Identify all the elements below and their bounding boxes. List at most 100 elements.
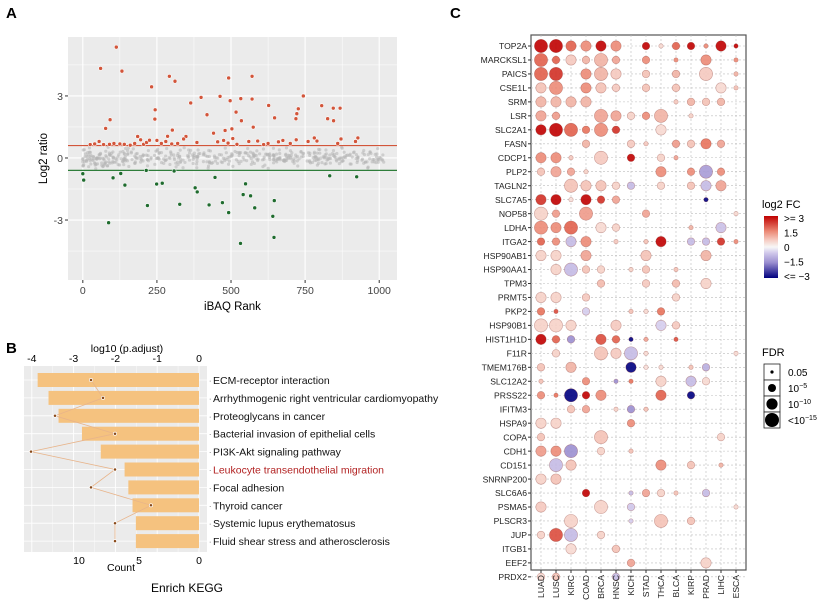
fc-dot-itga2-kirc xyxy=(565,236,577,248)
count-point xyxy=(53,413,57,418)
fc-dot-slc6a6-blca xyxy=(673,490,679,496)
fc-dot-tpm3-brca xyxy=(596,279,606,288)
fc-dot-plscr3-kirc xyxy=(564,514,578,528)
fc-dot-ifitm3-stad xyxy=(643,406,649,412)
downregulated-point xyxy=(271,198,277,203)
fc-dot-top2a-stad xyxy=(641,41,651,51)
upregulated-point xyxy=(353,139,358,144)
upregulated-point xyxy=(234,142,240,147)
count-point xyxy=(89,378,93,382)
nonsignificant-point xyxy=(366,152,370,157)
fc-dot-itga2-thca xyxy=(655,236,667,248)
nonsignificant-point xyxy=(284,153,288,157)
cancer-type-label: BRCA xyxy=(596,575,606,599)
fc-dot-marcksl1-luad xyxy=(534,53,548,67)
fc-dot-cd151-thca xyxy=(655,459,667,471)
fc-dot-itgb1-kirc xyxy=(565,543,577,555)
fc-dot-marcksl1-coad xyxy=(581,55,591,65)
y-tick-label: 3 xyxy=(57,91,63,103)
fc-dot-marcksl1-prad xyxy=(700,54,712,66)
nonsignificant-point xyxy=(121,159,125,163)
nonsignificant-point xyxy=(338,156,342,160)
nonsignificant-point xyxy=(308,161,313,165)
fc-dot-tagln2-prad xyxy=(700,180,712,192)
upregulated-point xyxy=(312,135,317,141)
nonsignificant-point xyxy=(235,150,239,155)
nonsignificant-point xyxy=(317,147,321,151)
fc-dot-cdcp1-thca xyxy=(656,153,666,162)
fc-dot-marcksl1-blca xyxy=(673,57,679,63)
nonsignificant-point xyxy=(175,153,180,158)
fc-dot-plp2-coad xyxy=(583,169,589,175)
fc-dot-itga2-luad xyxy=(536,237,546,246)
category-tick: · xyxy=(209,485,211,492)
fc-dot-prss22-thca xyxy=(655,389,667,401)
fc-dot-slc7a5-lusc xyxy=(550,194,562,206)
upregulated-point xyxy=(119,68,125,74)
cancer-type-label: KIRP xyxy=(686,575,696,595)
gene-label: TOP2A xyxy=(499,41,527,51)
gene-label: NOP58 xyxy=(499,209,527,219)
x-tick-label: 250 xyxy=(148,285,166,297)
upregulated-point xyxy=(147,137,152,143)
fc-dot-top2a-coad xyxy=(580,40,592,52)
nonsignificant-point xyxy=(126,152,130,156)
nonsignificant-point xyxy=(286,156,290,160)
nonsignificant-point xyxy=(246,146,250,151)
panel-b-kegg-enrichment: · ECM-receptor interaction· Arrhythmogenic… xyxy=(24,343,439,595)
upregulated-point xyxy=(167,73,172,79)
upregulated-point xyxy=(111,141,117,146)
fc-dot-lsr-kich xyxy=(626,111,636,120)
fc-dot-cdh1-brca xyxy=(596,447,606,456)
nonsignificant-point xyxy=(87,146,92,150)
nonsignificant-point xyxy=(363,160,367,164)
fc-dot-itga2-stad xyxy=(643,239,649,245)
upregulated-point xyxy=(198,95,204,100)
gene-label: SRM xyxy=(508,97,527,107)
nonsignificant-point xyxy=(301,154,305,159)
upregulated-point xyxy=(87,142,93,147)
fc-dot-hsp90ab1-stad xyxy=(640,250,652,262)
fc-dot-top2a-luad xyxy=(534,39,548,53)
fc-dot-paics-coad xyxy=(580,68,592,80)
downregulated-point xyxy=(143,168,149,173)
nonsignificant-point xyxy=(237,161,241,166)
nonsignificant-point xyxy=(291,159,295,163)
fc-dot-prmt5-coad xyxy=(581,293,591,302)
nonsignificant-point xyxy=(366,166,370,170)
count-point xyxy=(101,395,105,400)
nonsignificant-point xyxy=(239,159,243,164)
downregulated-point xyxy=(206,202,212,208)
fc-dot-cd151-kirp xyxy=(686,461,696,470)
fc-dot-prmt5-blca xyxy=(671,293,681,302)
nonsignificant-point xyxy=(191,161,195,166)
fc-dot-marcksl1-brca xyxy=(594,53,608,67)
fc-dot-srm-luad xyxy=(535,96,547,108)
nonsignificant-point xyxy=(342,150,346,154)
enrichment-bar xyxy=(132,498,199,513)
fc-dot-tagln2-thca xyxy=(656,181,666,190)
nonsignificant-point xyxy=(277,148,281,152)
nonsignificant-point xyxy=(116,155,120,159)
fc-dot-lsr-lusc xyxy=(551,111,561,120)
fc-dot-top2a-kirp xyxy=(686,41,696,51)
fc-dot-slc12a2-prad xyxy=(701,377,711,386)
nonsignificant-point xyxy=(224,151,228,155)
nonsignificant-point xyxy=(83,154,87,159)
upregulated-point xyxy=(239,118,244,124)
upregulated-point xyxy=(149,84,154,90)
downregulated-point xyxy=(118,171,124,176)
downregulated-point xyxy=(354,174,359,180)
size-legend-base: 10 xyxy=(788,400,800,411)
upregulated-point xyxy=(325,116,330,121)
nonsignificant-point xyxy=(244,159,249,163)
bottom-tick-label: 5 xyxy=(136,555,142,567)
nonsignificant-point xyxy=(155,149,159,153)
nonsignificant-point xyxy=(288,149,293,153)
fc-dot-copa-luad xyxy=(536,433,546,442)
nonsignificant-point xyxy=(362,148,366,153)
downregulated-point xyxy=(159,180,165,186)
fc-dot-hsp90aa1-kirc xyxy=(564,262,578,277)
nonsignificant-point xyxy=(248,155,252,159)
nonsignificant-point xyxy=(195,159,199,164)
